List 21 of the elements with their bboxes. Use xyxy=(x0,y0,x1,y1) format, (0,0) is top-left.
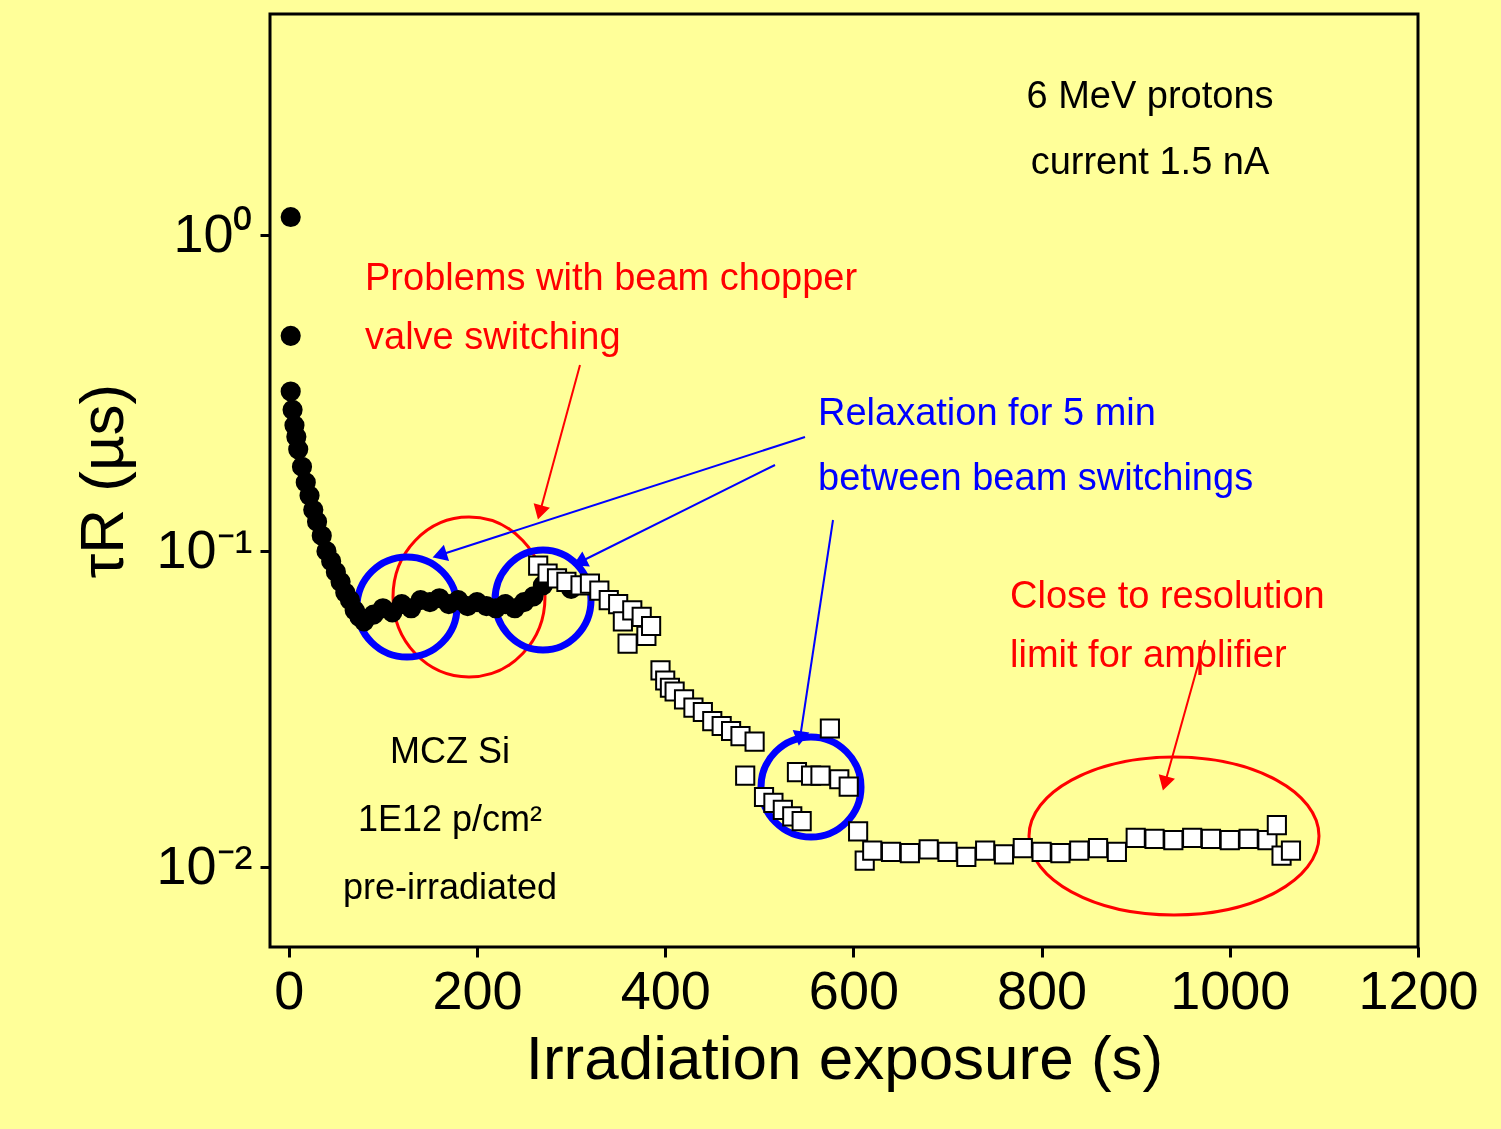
x-tick-label: 1000 xyxy=(1170,959,1291,1020)
point xyxy=(280,381,301,402)
x-tick-label: 400 xyxy=(620,959,711,1020)
point xyxy=(288,439,309,460)
x-tick-label: 0 xyxy=(274,959,305,1020)
y-axis-title: τR (µs) xyxy=(67,383,137,579)
x-tick-label: 200 xyxy=(432,959,523,1020)
point xyxy=(280,325,301,346)
x-tick-label: 600 xyxy=(808,959,899,1020)
x-tick-label: 1200 xyxy=(1358,959,1479,1020)
x-axis-title: Irradiation exposure (s) xyxy=(525,1022,1164,1092)
point xyxy=(280,206,301,228)
y-tick-label: 10⁻² xyxy=(156,834,253,895)
y-tick-label: 10⁰ xyxy=(173,202,253,263)
annotation: 6 MeV protons current 1.5 nA xyxy=(1026,74,1274,182)
annotation: MCZ Si 1E12 p/cm² pre-irradiated xyxy=(342,730,558,907)
annotation: Problems with beam chopper valve switching xyxy=(365,256,858,357)
annotation: Relaxation for 5 min between beam switchings xyxy=(818,391,1254,498)
point xyxy=(291,456,313,477)
x-tick-label: 800 xyxy=(997,959,1088,1020)
y-tick-label: 10⁻¹ xyxy=(156,518,253,579)
